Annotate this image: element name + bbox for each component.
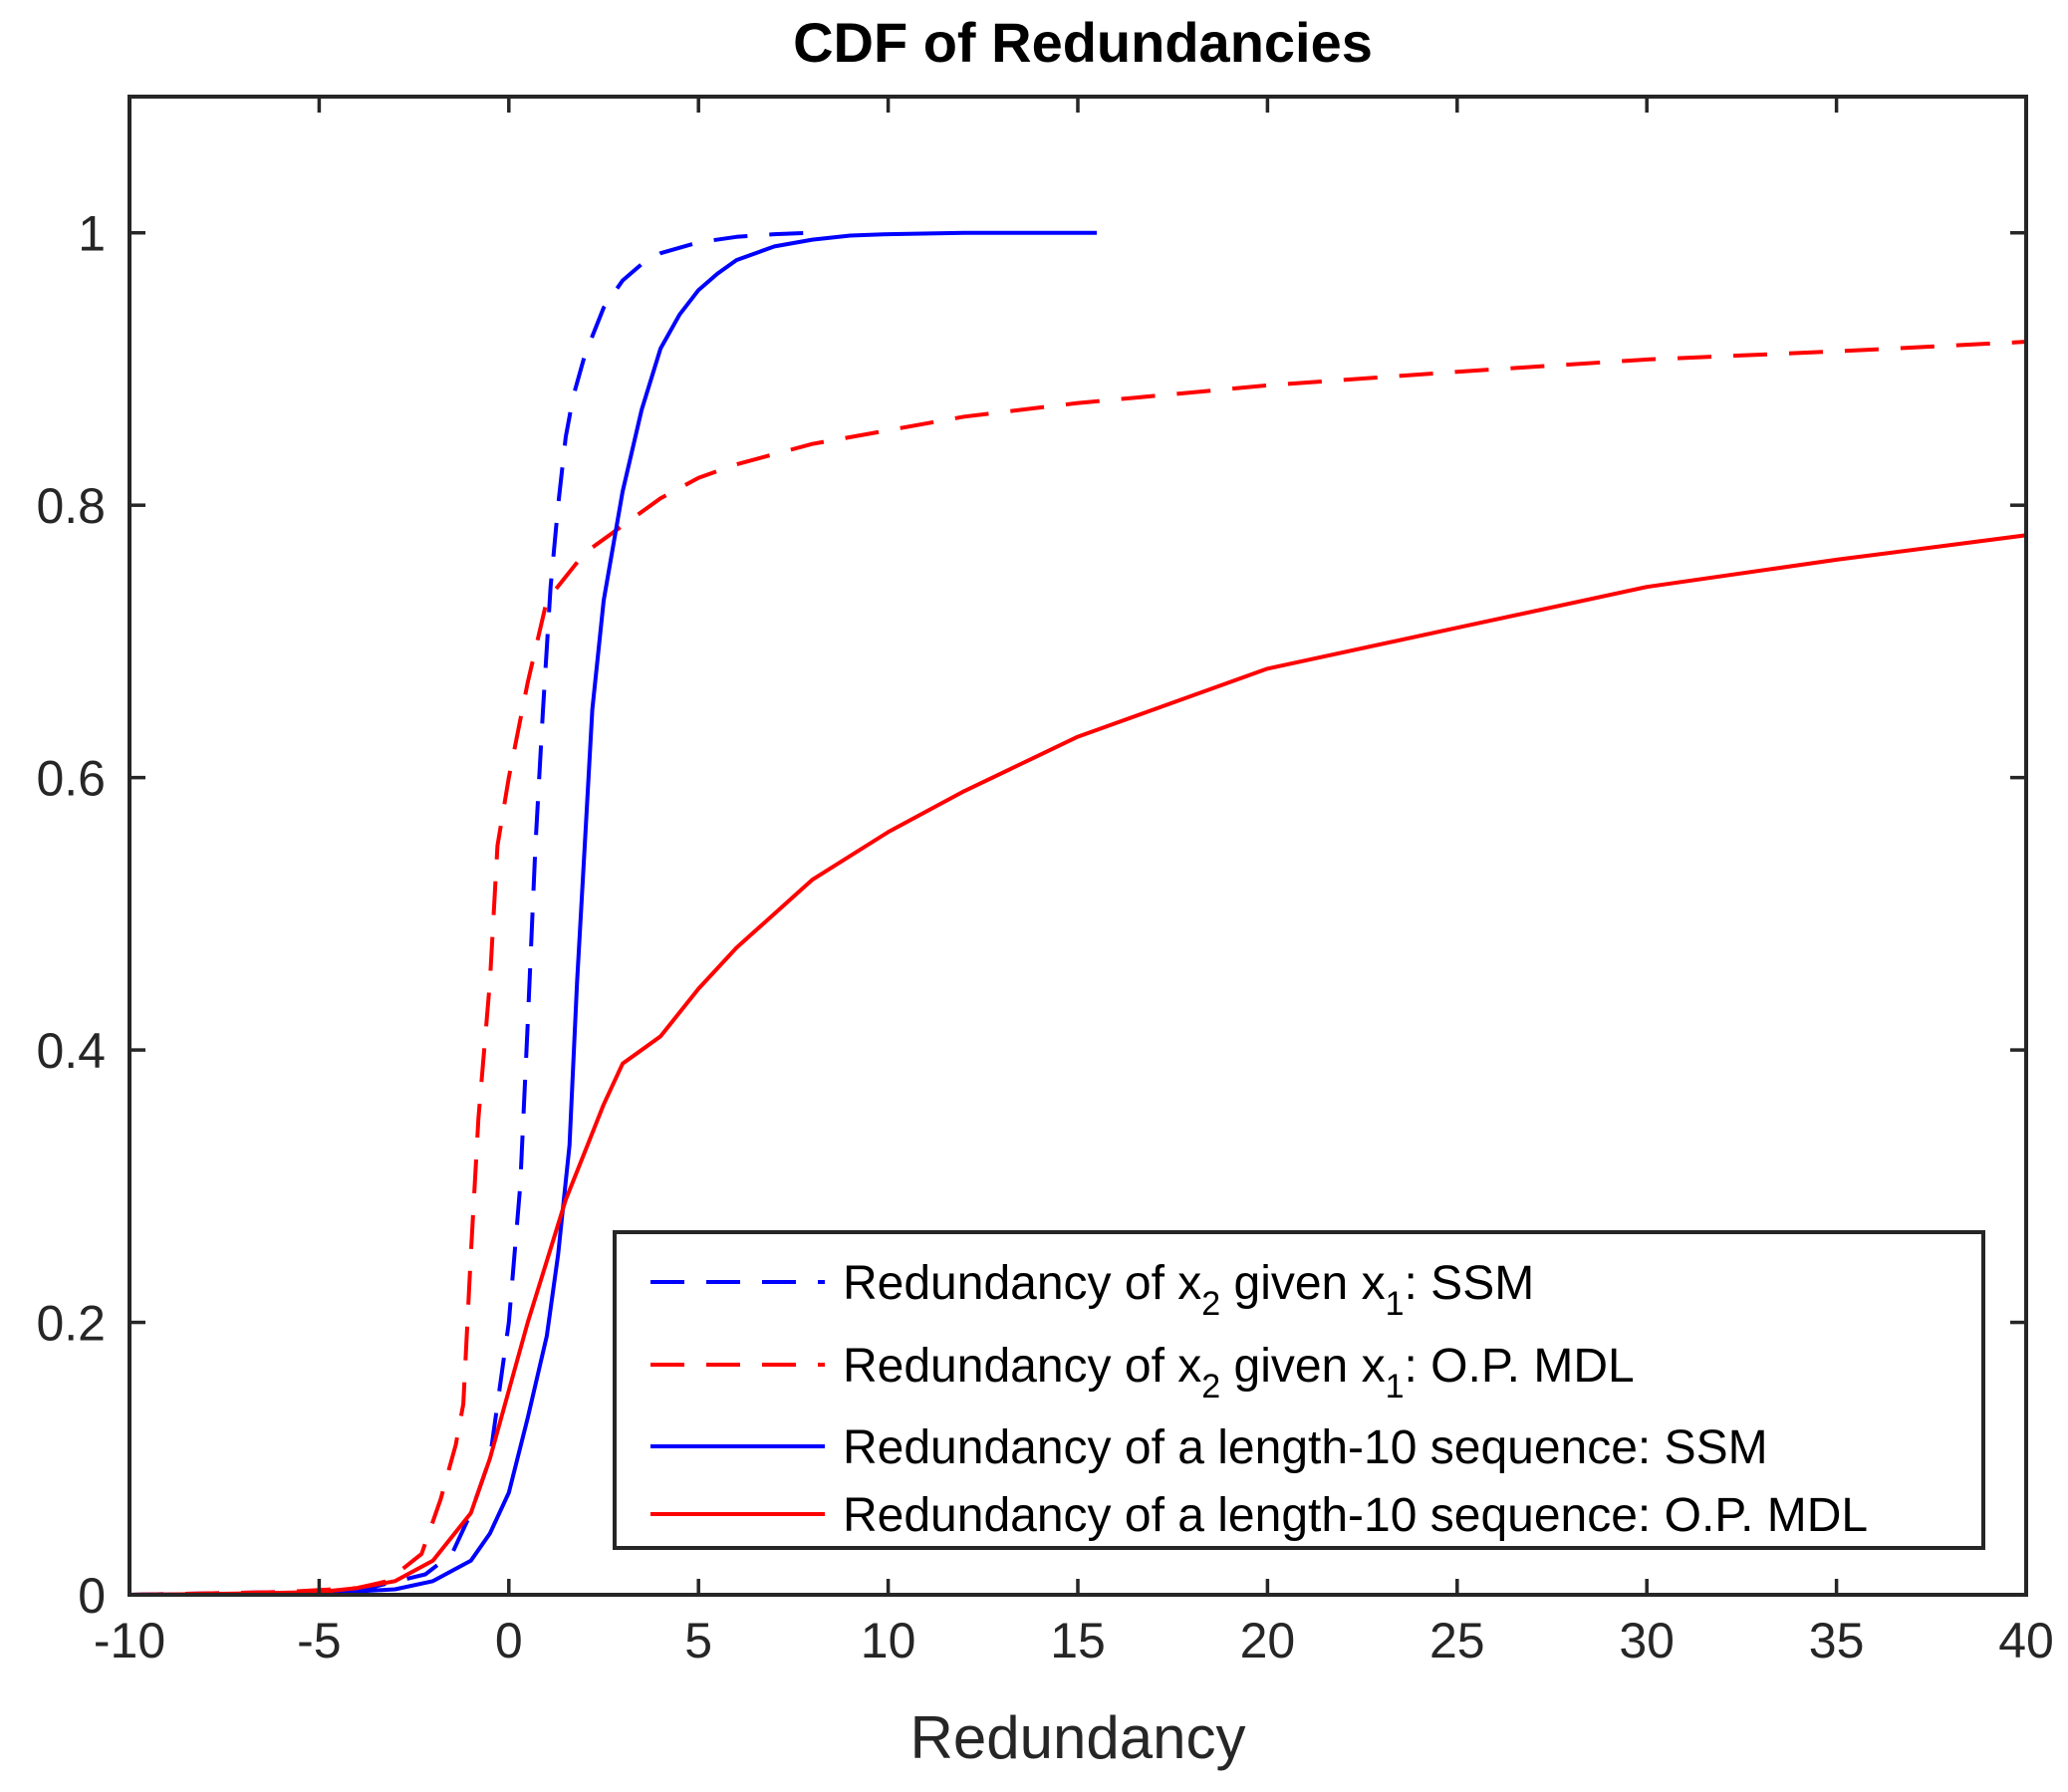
legend-label-2: Redundancy of x2 given x1: O.P. MDL <box>843 1340 1635 1406</box>
y-tick-label: 1 <box>78 206 106 262</box>
y-tick-label: 0.6 <box>36 751 106 807</box>
series-layer <box>129 230 2026 1595</box>
y-tick-label: 0.8 <box>36 478 106 534</box>
x-tick-label: 10 <box>861 1613 916 1668</box>
y-tick-label: 0.2 <box>36 1296 106 1352</box>
series-line-1 <box>129 230 813 1595</box>
y-tick-label: 0.4 <box>36 1023 106 1079</box>
chart-title: CDF of Redundancies <box>793 11 1373 74</box>
x-tick-label: 35 <box>1809 1613 1865 1668</box>
x-tick-label: 40 <box>1998 1613 2054 1668</box>
legend-label-3: Redundancy of a length-10 sequence: SSM <box>843 1421 1768 1474</box>
x-tick-label: 0 <box>495 1613 523 1668</box>
x-tick-label: -10 <box>94 1613 165 1668</box>
x-axis-label: Redundancy <box>910 1704 1246 1771</box>
x-tick-label: 30 <box>1619 1613 1675 1668</box>
ticks-layer: -10 -5 0 5 10 15 20 25 30 35 40 0 0.2 0.4 0.6 0.8 1 <box>36 97 2054 1668</box>
legend-box <box>613 1230 1985 1550</box>
x-tick-label: 20 <box>1240 1613 1296 1668</box>
series-line-3 <box>129 230 1097 1595</box>
x-tick-label: -5 <box>297 1613 341 1668</box>
y-tick-label: 0 <box>78 1568 106 1624</box>
legend-label-1: Redundancy of x2 given x1: SSM <box>843 1257 1534 1323</box>
series-line-2 <box>129 340 2026 1595</box>
legend-label-4: Redundancy of a length-10 sequence: O.P.… <box>843 1489 1868 1542</box>
x-tick-label: 25 <box>1429 1613 1485 1668</box>
series-line-4 <box>129 533 2026 1595</box>
x-tick-label: 15 <box>1050 1613 1106 1668</box>
legend: Redundancy of x2 given x1: SSM Redundancy… <box>613 1230 1985 1550</box>
x-tick-label: 5 <box>684 1613 712 1668</box>
